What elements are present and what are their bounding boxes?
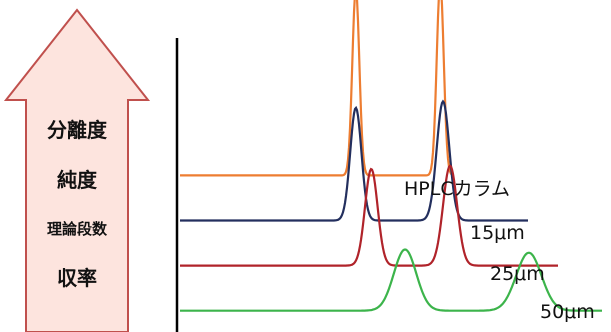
- series-line-2: [180, 99, 528, 222]
- series-label-3: 25μm: [490, 263, 545, 285]
- up-arrow-icon: [3, 8, 151, 332]
- series-line-1: [180, 0, 453, 177]
- series-line-4: [180, 248, 602, 312]
- series-line-3: [180, 164, 558, 267]
- arrow-label-resolution: 分離度: [47, 118, 107, 142]
- arrow-label-yield: 収率: [57, 266, 97, 290]
- series-label-1: HPLCカラム: [404, 178, 510, 200]
- arrow-label-theoretical-plates: 理論段数: [46, 220, 107, 238]
- arrow-label-purity: 純度: [57, 168, 97, 192]
- series-label-4: 50μm: [540, 301, 595, 323]
- series-label-2: 15μm: [470, 222, 525, 244]
